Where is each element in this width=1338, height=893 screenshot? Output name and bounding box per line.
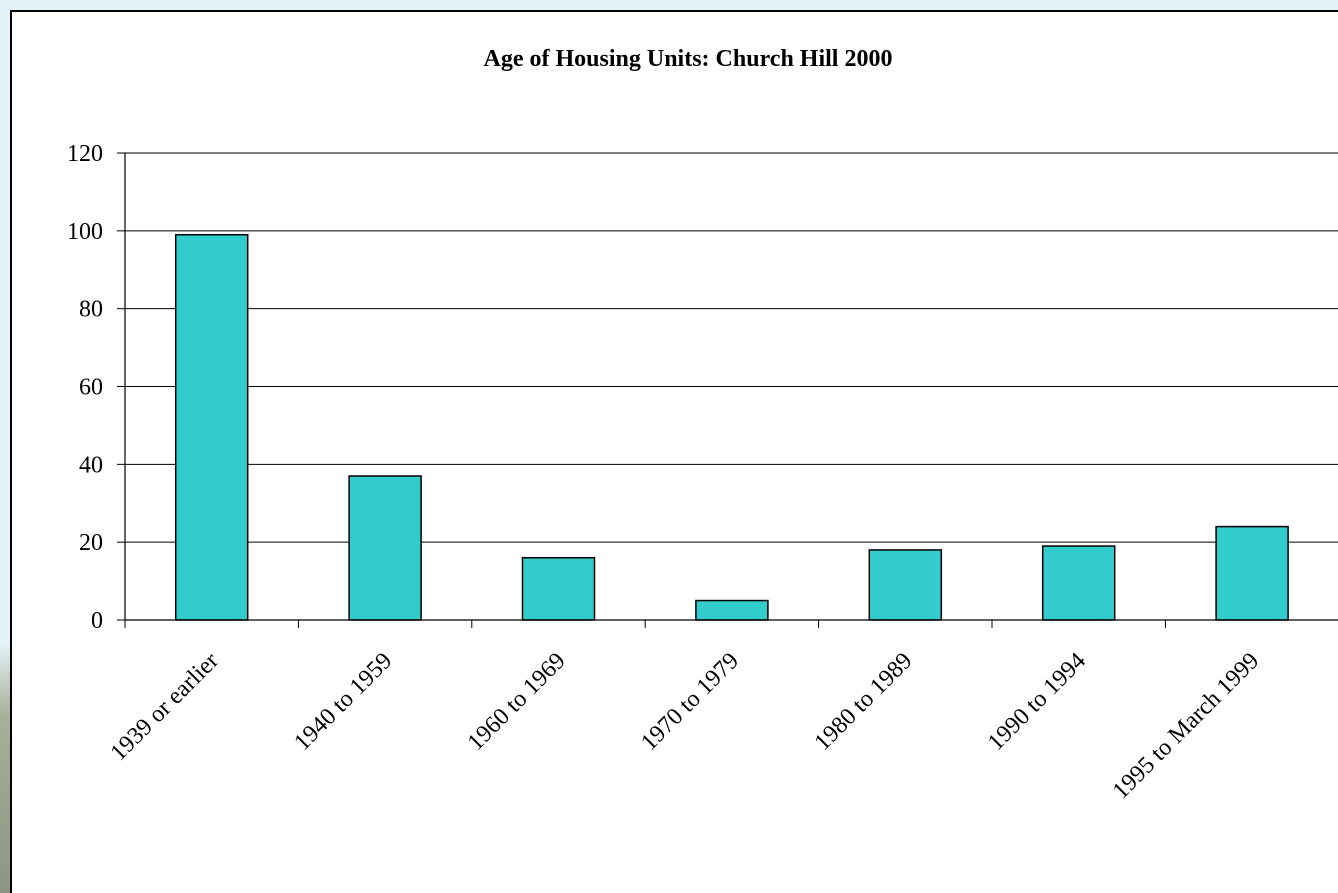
y-tick-labels: 0 20 40 60 80 100 120: [67, 141, 103, 634]
x-tick-label: 1990 to 1994: [983, 648, 1091, 756]
x-tick-label: 1960 to 1969: [463, 648, 571, 756]
x-tick-labels: 1939 or earlier 1940 to 1959 1960 to 1969 1…: [106, 648, 1265, 804]
x-tick-label: 1970 to 1979: [636, 648, 744, 756]
bar: [695, 599, 769, 621]
y-tick-label: 60: [79, 375, 103, 401]
x-tick-label: 1995 to March 1999: [1108, 648, 1264, 804]
x-tick-label: 1980 to 1989: [810, 648, 918, 756]
bar: [1041, 545, 1116, 621]
chart-title: Age of Housing Units: Church Hill 2000: [484, 46, 893, 72]
y-tick-label: 80: [79, 297, 103, 323]
x-tick-label: 1940 to 1959: [289, 648, 397, 756]
background-photo-strip: [0, 0, 12, 893]
y-tick-label: 40: [79, 452, 103, 478]
x-tick-label: 1939 or earlier: [106, 648, 224, 766]
bar: [174, 233, 249, 621]
bar: [868, 549, 943, 621]
bars: [174, 233, 1289, 621]
y-tick-label: 0: [91, 608, 103, 634]
bar: [1215, 525, 1289, 621]
bar: [521, 556, 596, 621]
y-tick-label: 100: [67, 219, 103, 245]
y-tick-label: 120: [67, 141, 103, 167]
gridlines: [125, 152, 1338, 543]
bar: [348, 475, 422, 621]
axes: [117, 152, 1338, 628]
y-tick-label: 20: [79, 530, 103, 556]
